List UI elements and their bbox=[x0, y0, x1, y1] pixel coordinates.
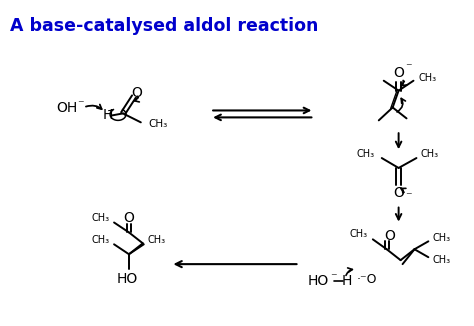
Text: O: O bbox=[384, 230, 395, 244]
Text: ·⁻O: ·⁻O bbox=[356, 274, 377, 287]
Text: CH₃: CH₃ bbox=[419, 73, 437, 83]
Text: CH₃: CH₃ bbox=[92, 213, 110, 223]
Text: CH₃: CH₃ bbox=[420, 149, 438, 159]
Text: CH₃: CH₃ bbox=[350, 230, 368, 239]
Text: CH₃: CH₃ bbox=[432, 255, 450, 265]
Text: HO: HO bbox=[308, 274, 329, 288]
Text: ⁻: ⁻ bbox=[405, 61, 412, 74]
Text: O: O bbox=[393, 186, 404, 200]
Text: A base-catalysed aldol reaction: A base-catalysed aldol reaction bbox=[10, 17, 319, 35]
Text: O: O bbox=[131, 86, 142, 100]
Text: HO: HO bbox=[116, 272, 137, 286]
Text: ⁻: ⁻ bbox=[77, 98, 83, 111]
Text: CH₃: CH₃ bbox=[432, 233, 450, 243]
Text: CH₃: CH₃ bbox=[149, 119, 168, 129]
Text: CH₃: CH₃ bbox=[92, 235, 110, 245]
Text: H: H bbox=[103, 109, 113, 122]
Text: OH: OH bbox=[56, 101, 77, 115]
Text: ⁻: ⁻ bbox=[405, 190, 412, 203]
Text: O: O bbox=[393, 66, 404, 80]
Text: H: H bbox=[342, 274, 352, 288]
Text: ⁻: ⁻ bbox=[330, 272, 337, 285]
Text: CH₃: CH₃ bbox=[357, 149, 375, 159]
Text: CH₃: CH₃ bbox=[148, 235, 166, 245]
Text: O: O bbox=[124, 211, 134, 225]
